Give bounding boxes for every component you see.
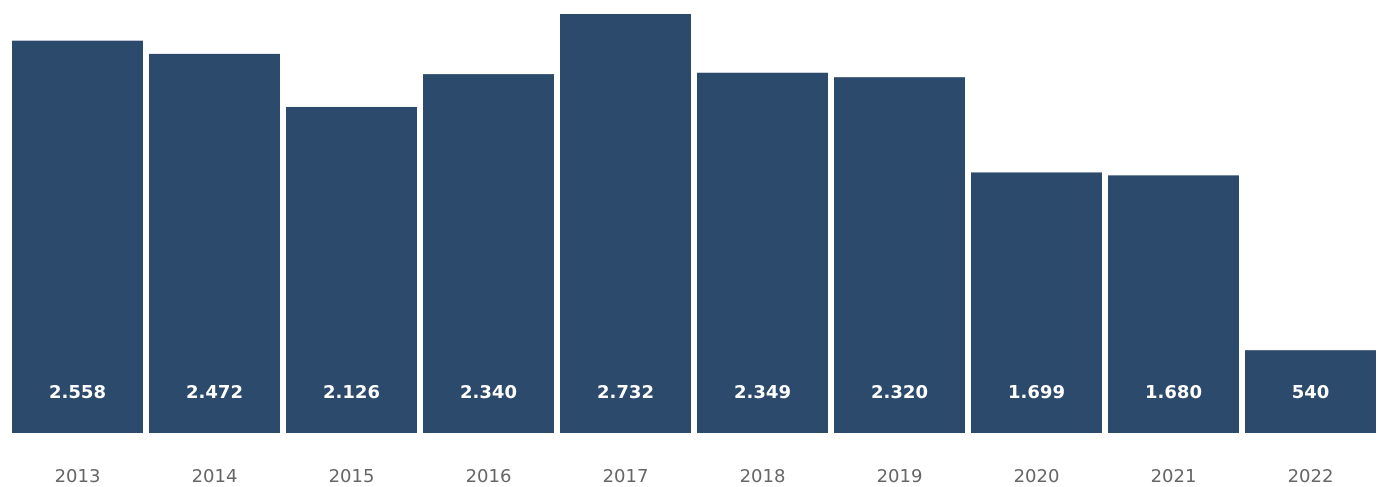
bar	[12, 40, 143, 433]
bar	[286, 106, 417, 433]
x-tick-label: 2016	[466, 466, 512, 487]
x-tick-label: 2018	[740, 466, 786, 487]
value-label: 2.472	[186, 382, 243, 403]
x-tick-label: 2017	[603, 466, 649, 487]
bar	[149, 53, 280, 433]
value-label: 2.732	[597, 382, 654, 403]
bar	[1245, 350, 1376, 433]
bar	[560, 14, 691, 433]
value-label: 2.349	[734, 382, 791, 403]
bar	[1108, 175, 1239, 434]
x-tick-label: 2020	[1014, 466, 1060, 487]
value-label: 1.699	[1008, 382, 1065, 403]
bar	[971, 172, 1102, 433]
value-label: 540	[1292, 382, 1330, 403]
value-label: 2.126	[323, 382, 380, 403]
value-label: 1.680	[1145, 382, 1202, 403]
x-tick-label: 2021	[1151, 466, 1197, 487]
value-label: 2.340	[460, 382, 517, 403]
bar	[697, 72, 828, 434]
value-label: 2.558	[49, 382, 106, 403]
x-tick-label: 2022	[1288, 466, 1334, 487]
x-tick-label: 2013	[55, 466, 101, 487]
x-tick-label: 2015	[329, 466, 375, 487]
x-tick-label: 2014	[192, 466, 238, 487]
bar	[423, 74, 554, 433]
x-tick-label: 2019	[877, 466, 923, 487]
value-label: 2.320	[871, 382, 928, 403]
bar	[834, 77, 965, 433]
